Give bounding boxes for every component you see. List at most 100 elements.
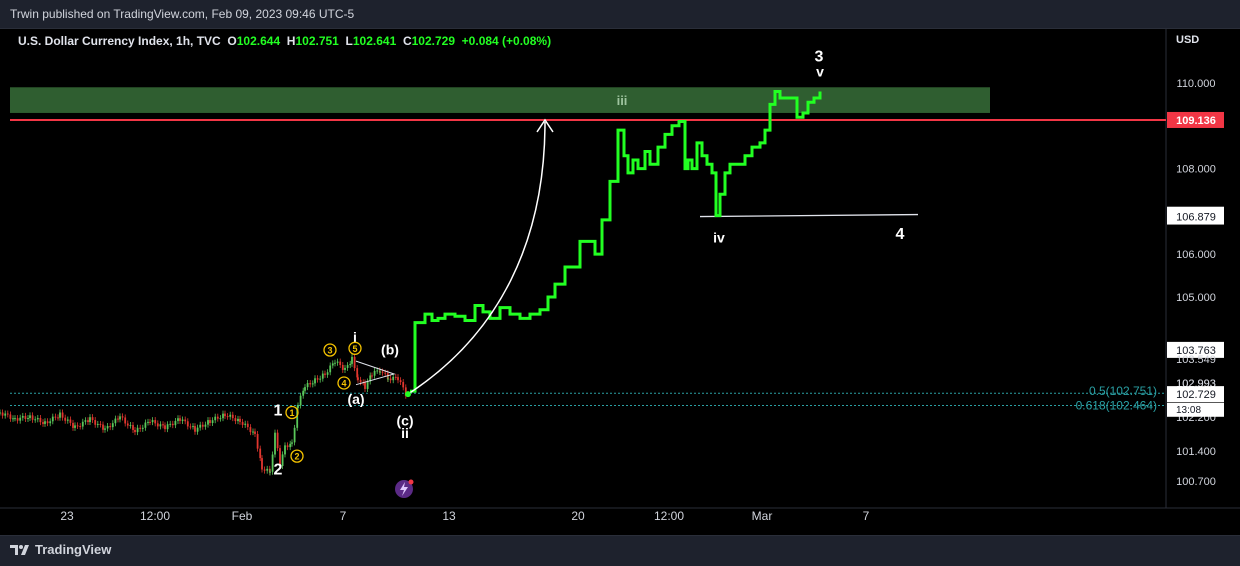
candle-body bbox=[222, 413, 224, 419]
candle-body bbox=[364, 382, 366, 389]
candle-body bbox=[369, 375, 372, 382]
candle-body bbox=[399, 380, 402, 383]
candle-body bbox=[99, 423, 102, 425]
price-label-bg bbox=[1167, 111, 1224, 128]
candle-body bbox=[192, 426, 194, 428]
candle-body bbox=[186, 421, 189, 427]
price-label-time: 13:08 bbox=[1176, 405, 1201, 416]
candle-body bbox=[94, 420, 97, 425]
x-tick-label: 20 bbox=[571, 509, 585, 523]
publisher-text: Trwin published on TradingView.com, Feb … bbox=[10, 7, 355, 21]
candle-body bbox=[89, 417, 91, 423]
candle-body bbox=[379, 371, 381, 373]
footer-bar: TradingView bbox=[0, 535, 1240, 566]
candle-body bbox=[66, 419, 69, 421]
candle-body bbox=[27, 418, 29, 420]
candle-body bbox=[121, 416, 124, 418]
wave-label: (a) bbox=[347, 391, 364, 407]
candle-body bbox=[194, 426, 196, 432]
candle-body bbox=[96, 423, 99, 425]
resistance-zone bbox=[10, 87, 990, 113]
candle-body bbox=[244, 423, 247, 425]
candle-body bbox=[359, 379, 362, 383]
currency-label: USD bbox=[1176, 34, 1200, 46]
wave-circle-icon bbox=[323, 343, 337, 357]
candle-body bbox=[266, 468, 269, 471]
candle-body bbox=[397, 377, 399, 381]
x-tick-label: 7 bbox=[340, 509, 347, 523]
x-tick-label: Feb bbox=[232, 509, 253, 523]
brand[interactable]: TradingView bbox=[10, 542, 111, 557]
candle-body bbox=[1, 412, 4, 416]
candle-body bbox=[159, 424, 162, 427]
candle-body bbox=[344, 367, 346, 370]
candle-body bbox=[279, 448, 281, 466]
candle-body bbox=[16, 418, 19, 421]
candle-body bbox=[373, 370, 376, 376]
candle-body bbox=[136, 427, 139, 433]
candle-body bbox=[31, 415, 34, 420]
candle-body bbox=[211, 420, 214, 423]
candle-body bbox=[214, 416, 217, 421]
symbol-legend[interactable]: U.S. Dollar Currency Index, 1h, TVC O102… bbox=[18, 34, 551, 48]
wave-label: (b) bbox=[381, 342, 399, 358]
candle-body bbox=[351, 356, 353, 364]
candle-body bbox=[57, 417, 59, 419]
candle-body bbox=[111, 423, 114, 428]
candle-body bbox=[34, 419, 37, 421]
price-chart[interactable]: iii 0.5(102.751)0.618(102.464) 1 2 i (b) (a) (c… bbox=[0, 28, 1240, 535]
close-value: 102.729 bbox=[411, 34, 455, 48]
x-tick-label: 12:00 bbox=[654, 509, 684, 523]
candle-body bbox=[219, 418, 222, 420]
candle-body bbox=[293, 427, 296, 443]
candle-body bbox=[404, 387, 407, 396]
candle-body bbox=[299, 395, 302, 406]
change-value: +0.084 (+0.08%) bbox=[461, 34, 552, 48]
candle-body bbox=[321, 373, 324, 379]
support-line bbox=[699, 213, 919, 218]
y-tick-label: 100.700 bbox=[1176, 476, 1216, 488]
x-tick-label: Mar bbox=[752, 509, 773, 523]
candle-body bbox=[147, 421, 149, 423]
candle-body bbox=[254, 431, 256, 434]
wave-label: i bbox=[353, 329, 357, 345]
candle-body bbox=[199, 424, 202, 428]
wave-circle-icon bbox=[348, 341, 362, 355]
candle-body bbox=[14, 418, 16, 420]
wave-label: 1 bbox=[274, 402, 283, 419]
candle-body bbox=[263, 469, 266, 471]
candle-body bbox=[151, 420, 154, 423]
tradingview-logo-icon bbox=[10, 544, 29, 555]
event-flash-bolt bbox=[400, 482, 408, 496]
candle-body bbox=[357, 377, 359, 380]
candle-body bbox=[336, 361, 339, 363]
candle-body bbox=[109, 425, 112, 428]
candle-body bbox=[384, 372, 387, 374]
candle-body bbox=[81, 421, 84, 427]
candle-body bbox=[226, 416, 229, 418]
candle-body bbox=[274, 432, 276, 455]
candle-body bbox=[259, 448, 262, 459]
candle-body bbox=[356, 368, 359, 378]
open-value: 102.644 bbox=[236, 34, 281, 48]
symbol-name: U.S. Dollar Currency Index, 1h, TVC bbox=[18, 34, 221, 48]
wave-label: iv bbox=[713, 230, 725, 246]
candle-body bbox=[84, 420, 87, 422]
candle-body bbox=[281, 454, 284, 466]
candle-body bbox=[162, 424, 164, 426]
wave-circle-icon bbox=[290, 449, 304, 463]
candle-body bbox=[126, 423, 129, 426]
open-label: O bbox=[227, 34, 237, 48]
candle-body bbox=[402, 382, 405, 388]
candle-body bbox=[139, 427, 142, 429]
candle-body bbox=[189, 426, 192, 428]
candle-body bbox=[9, 414, 12, 419]
wave-circle-icon bbox=[337, 376, 351, 390]
candle-body bbox=[387, 378, 389, 380]
candle-body bbox=[91, 417, 94, 421]
candle-body bbox=[353, 356, 356, 369]
candle-body bbox=[64, 417, 67, 421]
projection-arrow bbox=[407, 121, 546, 395]
candle-body bbox=[29, 415, 31, 419]
candle-body bbox=[119, 416, 121, 420]
